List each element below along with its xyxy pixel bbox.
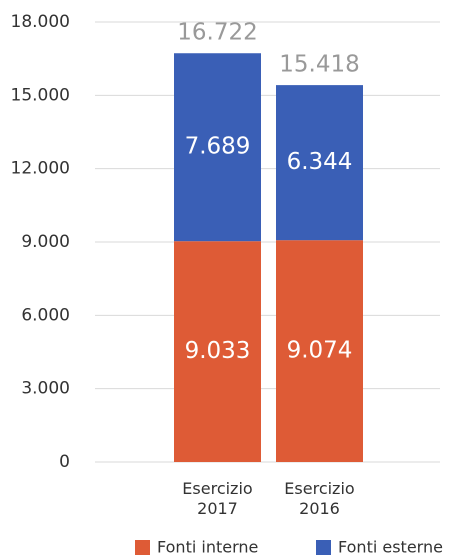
value-label: 6.344 (287, 149, 353, 175)
x-tick-label: Esercizio 2016 (284, 479, 355, 518)
legend-label: Fonti interne (157, 538, 258, 557)
y-tick-label: 0 (59, 452, 70, 472)
legend-swatch (135, 540, 150, 555)
y-tick-label: 9.000 (21, 232, 70, 252)
bar-segment (276, 85, 363, 241)
total-label: 16.722 (177, 20, 257, 46)
legend-label: Fonti esterne (338, 538, 443, 557)
y-tick-label: 6.000 (21, 305, 70, 325)
value-label: 9.033 (185, 338, 251, 364)
x-tick-label: Esercizio 2017 (182, 479, 253, 518)
y-tick-label: 18.000 (11, 12, 70, 32)
y-tick-label: 3.000 (21, 379, 70, 399)
y-tick-label: 15.000 (11, 85, 70, 105)
bar-segment (174, 53, 261, 242)
value-label: 7.689 (185, 134, 251, 160)
total-label: 15.418 (279, 52, 359, 78)
y-tick-label: 12.000 (11, 159, 70, 179)
value-label: 9.074 (287, 338, 353, 364)
bar-segment (276, 240, 363, 462)
legend-swatch (316, 540, 331, 555)
bar-segment (174, 241, 261, 462)
